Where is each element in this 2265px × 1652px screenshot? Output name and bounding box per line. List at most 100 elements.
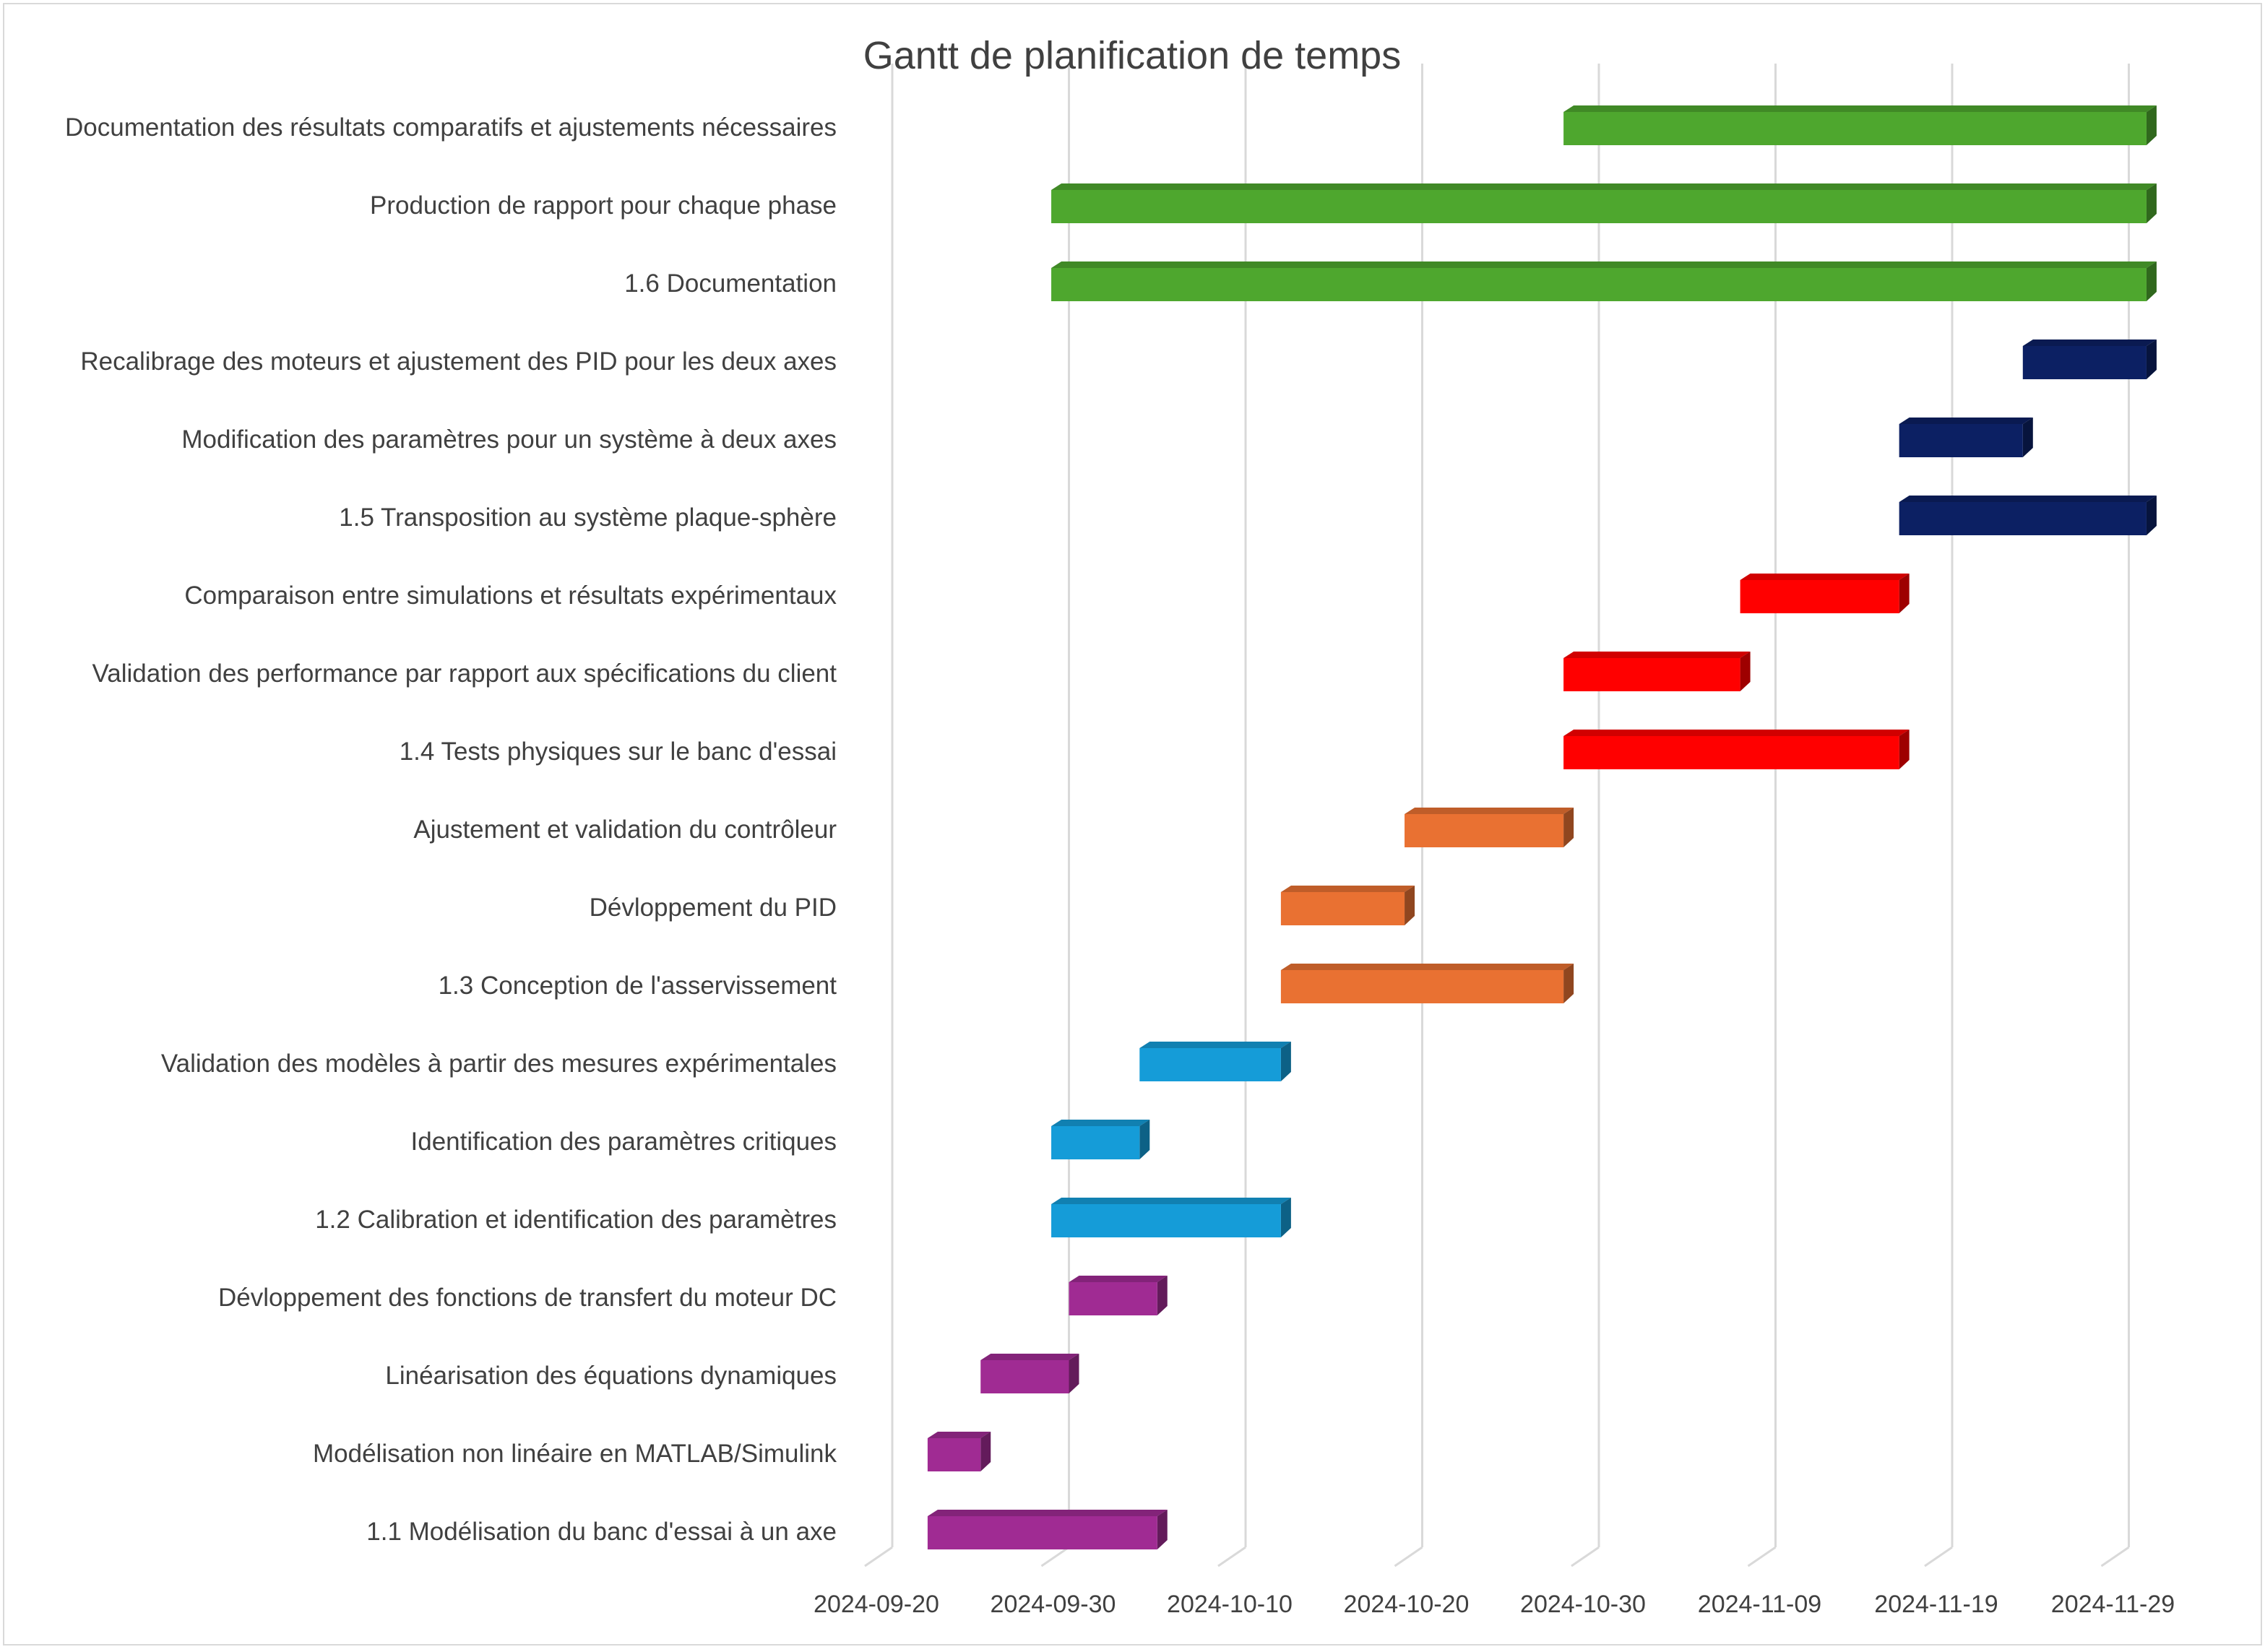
task-bar <box>1563 730 1910 769</box>
task-bar-front <box>927 1516 1157 1549</box>
task-label: Recalibrage des moteurs et ajustement de… <box>80 347 837 376</box>
task-bar-top <box>1280 886 1415 892</box>
task-label: 1.2 Calibration et identification des pa… <box>315 1206 837 1234</box>
task-bar-top <box>1563 730 1910 736</box>
task-bar-side <box>2022 418 2033 457</box>
gridline-floor <box>1040 1546 1070 1567</box>
x-tick-label: 2024-09-20 <box>814 1591 939 1618</box>
task-bar-side <box>1139 1120 1150 1159</box>
task-bar <box>1051 183 2157 223</box>
task-bar-side <box>1563 964 1574 1003</box>
chart-title: Gantt de planification de temps <box>863 34 1401 77</box>
task-bar <box>1280 886 1415 925</box>
gridline-floor <box>1217 1546 1246 1567</box>
task-bar-top <box>1051 183 2157 190</box>
task-label: Validation des modèles à partir des mesu… <box>161 1050 837 1078</box>
gridline-floor <box>1924 1546 1953 1567</box>
task-label: Modélisation non linéaire en MATLAB/Simu… <box>313 1440 837 1468</box>
x-tick-label: 2024-11-09 <box>1698 1591 1821 1618</box>
task-bar-front <box>2022 346 2147 379</box>
task-bar-side <box>1899 574 1910 613</box>
task-bar-front <box>1563 112 2147 145</box>
task-bar-side <box>980 1432 991 1471</box>
task-bar <box>927 1432 991 1471</box>
gridline-floor <box>1747 1546 1777 1567</box>
gridline-floor <box>2100 1546 2130 1567</box>
task-label: Production de rapport pour chaque phase <box>370 191 837 220</box>
task-label: Ajustement et validation du contrôleur <box>413 816 837 844</box>
task-bar-side <box>2146 496 2157 535</box>
task-bar <box>1405 808 1574 847</box>
task-bar <box>1051 1198 1291 1237</box>
task-label: Linéarisation des équations dynamiques <box>385 1362 837 1390</box>
task-bar-front <box>1280 970 1564 1003</box>
task-bar-top <box>1069 1276 1168 1282</box>
task-bar-top <box>1051 261 2157 268</box>
x-tick-label: 2024-09-30 <box>991 1591 1116 1618</box>
task-bar-top <box>1051 1198 1291 1204</box>
task-bar-front <box>1051 268 2147 301</box>
task-bar-side <box>1280 1198 1291 1237</box>
task-bar-side <box>2146 105 2157 145</box>
task-bar-top <box>1563 105 2157 112</box>
x-tick-label: 2024-10-30 <box>1520 1591 1646 1618</box>
task-bar-side <box>2146 183 2157 223</box>
task-bar-front <box>1051 190 2147 223</box>
task-bar-top <box>2022 340 2157 346</box>
task-bar-top <box>1899 418 2033 424</box>
task-bar-side <box>2146 261 2157 301</box>
task-bar-side <box>1899 730 1910 769</box>
task-bar-side <box>1563 808 1574 847</box>
task-bar <box>1899 418 2033 457</box>
x-tick-label: 2024-11-29 <box>2051 1591 2175 1618</box>
task-label: Documentation des résultats comparatifs … <box>65 113 837 142</box>
task-bar-side <box>1157 1510 1168 1549</box>
task-label: 1.3 Conception de l'asservissement <box>439 972 837 1000</box>
x-tick-label: 2024-11-19 <box>1874 1591 1998 1618</box>
task-bar <box>980 1354 1079 1393</box>
bars-layer <box>927 105 2157 1549</box>
task-bar-top <box>1280 964 1574 970</box>
task-bar-front <box>1051 1204 1281 1237</box>
task-bar <box>1280 964 1574 1003</box>
gridline-floor <box>1394 1546 1423 1567</box>
task-bar <box>1139 1042 1291 1081</box>
task-bar <box>1563 105 2157 145</box>
task-bar-front <box>980 1360 1069 1393</box>
task-bar-front <box>927 1438 981 1471</box>
gridline-floor <box>1571 1546 1600 1567</box>
task-bar-front <box>1899 502 2147 535</box>
task-label: 1.6 Documentation <box>624 269 837 298</box>
task-bar-side <box>1069 1354 1079 1393</box>
x-tick-label: 2024-10-10 <box>1167 1591 1293 1618</box>
task-bar-top <box>927 1432 991 1438</box>
x-tick-label: 2024-10-20 <box>1344 1591 1470 1618</box>
task-bar-front <box>1899 424 2023 457</box>
gridline-floor <box>864 1546 893 1567</box>
task-label: 1.4 Tests physiques sur le banc d'essai <box>400 738 837 766</box>
task-bar <box>1069 1276 1168 1315</box>
task-bar <box>927 1510 1168 1549</box>
task-bar-front <box>1051 1126 1140 1159</box>
task-bar-top <box>1405 808 1574 814</box>
task-bar-front <box>1139 1048 1281 1081</box>
task-bar <box>1051 1120 1150 1159</box>
task-label: Comparaison entre simulations et résulta… <box>184 581 837 610</box>
task-label: 1.1 Modélisation du banc d'essai à un ax… <box>366 1518 837 1546</box>
task-bar-top <box>927 1510 1168 1516</box>
task-bar-top <box>1563 652 1751 658</box>
task-bar <box>1051 261 2157 301</box>
task-bar-front <box>1280 892 1405 925</box>
task-bar-side <box>1157 1276 1168 1315</box>
task-bar-side <box>1740 652 1751 691</box>
task-label: Dévloppement du PID <box>590 894 837 922</box>
task-bar <box>1899 496 2157 535</box>
grid-layer <box>864 64 2130 1567</box>
task-bar <box>2022 340 2157 379</box>
task-label: Validation des performance par rapport a… <box>92 659 837 688</box>
task-bar-side <box>2146 340 2157 379</box>
labels-layer: Documentation des résultats comparatifs … <box>65 113 837 1546</box>
task-bar-top <box>1740 574 1910 580</box>
task-bar-side <box>1280 1042 1291 1081</box>
